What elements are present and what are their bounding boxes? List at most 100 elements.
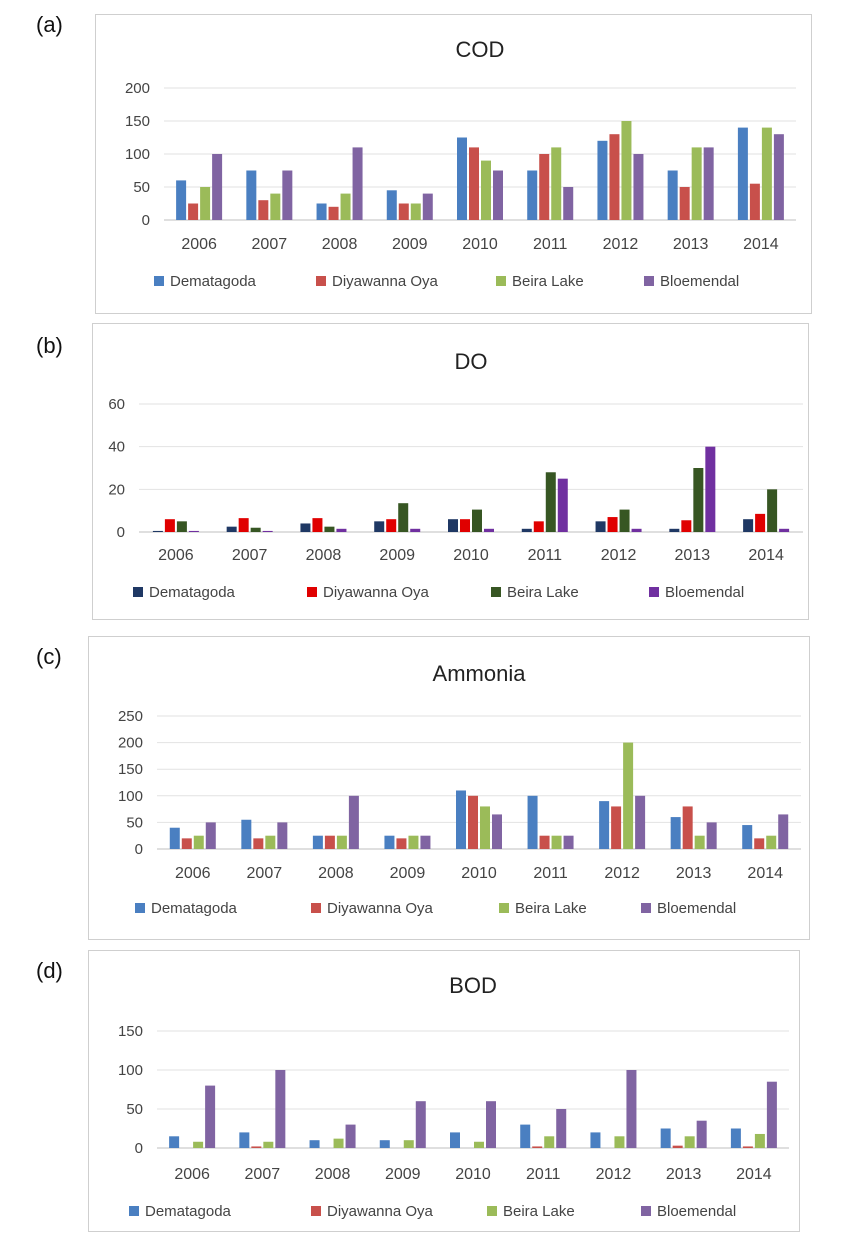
do-bar-bloemendal-2008 [336,529,346,532]
bod-bar-beira-lake-2013 [685,1136,695,1148]
do-x-tick-label: 2009 [379,547,415,564]
do-bar-beira-lake-2011 [546,472,556,532]
ammonia-x-tick-label: 2008 [318,865,354,882]
ammonia-legend-label: Dematagoda [151,900,238,917]
cod-bar-dematagoda-2010 [457,138,467,221]
do-bar-bloemendal-2012 [632,529,642,532]
do-y-tick-label: 60 [108,396,125,413]
ammonia-bar-bloemendal-2009 [420,836,430,849]
cod-x-tick-label: 2006 [181,236,217,253]
cod-bar-bloemendal-2014 [774,134,784,220]
do-legend-swatch [133,587,143,597]
bod-bar-bloemendal-2010 [486,1101,496,1148]
do-x-tick-label: 2014 [748,547,784,564]
ammonia-bar-bloemendal-2013 [707,822,717,849]
cod-y-tick-label: 50 [133,179,150,196]
ammonia-legend-label: Diyawanna Oya [327,900,434,917]
cod-y-tick-label: 150 [125,113,150,130]
bod-bar-dematagoda-2007 [239,1132,249,1148]
chart-box-bod: BOD 0 50 100 150 2006 2007 2008 2009 2010 2011 2012… [88,950,800,1232]
cod-y-tick-label: 100 [125,146,150,163]
bod-bar-dematagoda-2010 [450,1132,460,1148]
cod-bar-beira-lake-2006 [200,187,210,220]
do-chart: DO 0 20 40 60 2006 2007 2008 2009 2010 2011 2012 201… [93,324,810,621]
ammonia-bar-bloemendal-2012 [635,796,645,849]
ammonia-bar-beira-lake-2012 [623,743,633,849]
ammonia-bar-bloemendal-2006 [206,822,216,849]
ammonia-bar-beira-lake-2014 [766,836,776,849]
bod-bar-bloemendal-2012 [626,1070,636,1148]
cod-legend-swatch [316,276,326,286]
ammonia-y-tick-label: 50 [126,814,143,831]
cod-bar-diyawanna-oya-2009 [399,204,409,221]
cod-y-tick-label: 200 [125,80,150,97]
bod-x-tick-label: 2012 [596,1166,632,1183]
do-bar-beira-lake-2008 [324,527,334,532]
do-bar-bloemendal-2013 [705,447,715,532]
bod-x-tick-label: 2009 [385,1166,421,1183]
cod-bar-dematagoda-2007 [246,171,256,221]
do-bar-dematagoda-2013 [669,529,679,532]
do-bar-dematagoda-2012 [596,521,606,532]
do-bar-beira-lake-2006 [177,521,187,532]
bod-legend-label: Beira Lake [503,1203,575,1220]
panel-label-a: (a) [36,12,63,38]
do-legend-label: Beira Lake [507,584,579,601]
bod-bar-dematagoda-2008 [310,1140,320,1148]
cod-bar-beira-lake-2010 [481,161,491,220]
bod-bar-diyawanna-oya-2014 [743,1146,753,1148]
bod-x-tick-label: 2014 [736,1166,772,1183]
ammonia-x-tick-label: 2009 [390,865,426,882]
cod-bar-bloemendal-2012 [633,154,643,220]
bod-y-tick-label: 50 [126,1101,143,1118]
ammonia-legend-swatch [135,903,145,913]
ammonia-bar-diyawanna-oya-2006 [182,838,192,849]
bod-bar-bloemendal-2013 [697,1121,707,1148]
do-bar-beira-lake-2012 [620,510,630,532]
cod-legend-label: Dematagoda [170,273,257,290]
do-bar-bloemendal-2009 [410,529,420,532]
do-bar-dematagoda-2009 [374,521,384,532]
ammonia-legend-label: Bloemendal [657,900,736,917]
bod-x-tick-label: 2013 [666,1166,702,1183]
cod-x-tick-label: 2014 [743,236,779,253]
ammonia-bar-bloemendal-2008 [349,796,359,849]
cod-bar-dematagoda-2012 [597,141,607,220]
do-legend-swatch [491,587,501,597]
chart-box-cod: COD 0 50 100 150 200 2006 2007 2008 2009 2010 2011 2… [95,14,812,314]
bod-bar-diyawanna-oya-2007 [251,1146,261,1148]
ammonia-y-tick-label: 150 [118,761,143,778]
bod-bar-beira-lake-2011 [544,1136,554,1148]
cod-legend-swatch [496,276,506,286]
do-bar-dematagoda-2014 [743,519,753,532]
chart-box-ammonia: Ammonia 0 50 100 150 200 250 2006 2007 2008 2009 20… [88,636,810,940]
cod-bar-bloemendal-2013 [704,147,714,220]
bod-legend-label: Dematagoda [145,1203,232,1220]
ammonia-x-tick-label: 2007 [247,865,283,882]
bod-x-tick-label: 2010 [455,1166,491,1183]
do-bar-diyawanna-oya-2007 [239,518,249,532]
ammonia-bar-beira-lake-2006 [194,836,204,849]
bod-bar-dematagoda-2013 [661,1129,671,1149]
bod-x-tick-label: 2007 [245,1166,281,1183]
do-bar-dematagoda-2006 [153,531,163,532]
ammonia-bar-diyawanna-oya-2014 [754,838,764,849]
do-bar-diyawanna-oya-2014 [755,514,765,532]
do-bar-diyawanna-oya-2011 [534,521,544,532]
bod-bar-beira-lake-2008 [334,1139,344,1148]
ammonia-legend-swatch [641,903,651,913]
bod-bar-beira-lake-2009 [404,1140,414,1148]
do-bar-beira-lake-2007 [251,528,261,532]
do-bar-diyawanna-oya-2013 [681,520,691,532]
ammonia-bar-diyawanna-oya-2013 [683,806,693,849]
cod-bar-diyawanna-oya-2011 [539,154,549,220]
bod-bar-bloemendal-2006 [205,1086,215,1148]
ammonia-y-tick-label: 100 [118,788,143,805]
cod-bar-dematagoda-2008 [317,204,327,221]
do-bar-bloemendal-2014 [779,529,789,532]
bod-bar-diyawanna-oya-2013 [673,1146,683,1148]
bod-bar-beira-lake-2010 [474,1142,484,1148]
do-bar-dematagoda-2008 [300,523,310,532]
bod-bar-dematagoda-2009 [380,1140,390,1148]
cod-y-tick-label: 0 [142,212,150,229]
